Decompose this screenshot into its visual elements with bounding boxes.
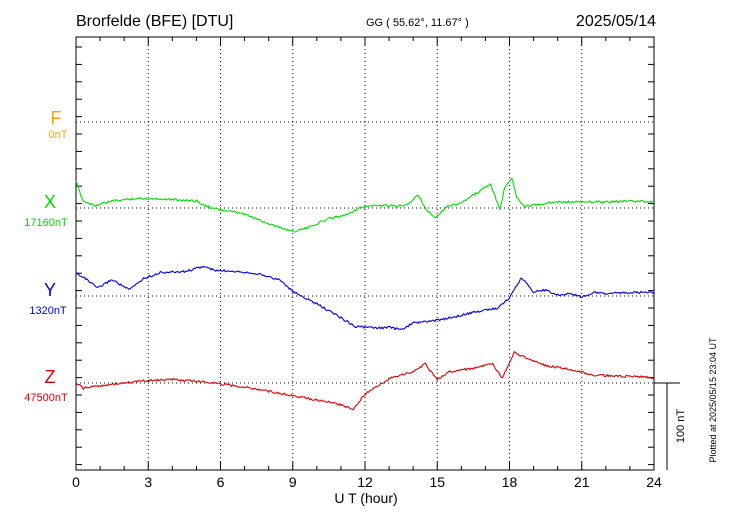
- x-tick-label: 24: [646, 474, 662, 490]
- y-baseline-label: 1320nT: [29, 305, 67, 317]
- f-baseline-label: 0nT: [49, 129, 68, 141]
- x-tick-label: 9: [289, 474, 297, 490]
- x-tick-label: 6: [217, 474, 225, 490]
- date-label: 2025/05/14: [576, 13, 656, 30]
- station-title: Brorfelde (BFE) [DTU]: [76, 13, 233, 30]
- plot-frame: [75, 36, 655, 471]
- series-z-line: [75, 351, 655, 411]
- x-axis-ticks: 0 3 6 9 12 15 18 21 24: [72, 474, 662, 490]
- coordinates-label: GG ( 55.62°, 11.67° ): [366, 17, 469, 29]
- x-axis-label: U T (hour): [334, 490, 397, 506]
- series-y-line: [75, 265, 655, 331]
- z-component-letter: Z: [45, 367, 56, 387]
- x-tick-label: 15: [429, 474, 445, 490]
- plotted-timestamp: Plotted at 2025/05/15 23:04 UT: [708, 337, 718, 463]
- series-x-line: [75, 177, 655, 233]
- x-baseline-label: 17160nT: [24, 217, 68, 229]
- x-tick-label: 18: [502, 474, 518, 490]
- x-tick-label: 0: [72, 474, 80, 490]
- f-component-letter: F: [51, 108, 62, 128]
- scale-bar-label: 100 nT: [675, 409, 687, 444]
- x-tick-label: 3: [144, 474, 152, 490]
- y-component-letter: Y: [44, 280, 56, 300]
- series-lines: [75, 177, 655, 411]
- x-component-letter: X: [44, 192, 56, 212]
- x-tick-label: 12: [357, 474, 373, 490]
- grid: [76, 37, 654, 470]
- x-tick-label: 21: [574, 474, 590, 490]
- z-baseline-label: 47500nT: [24, 392, 68, 404]
